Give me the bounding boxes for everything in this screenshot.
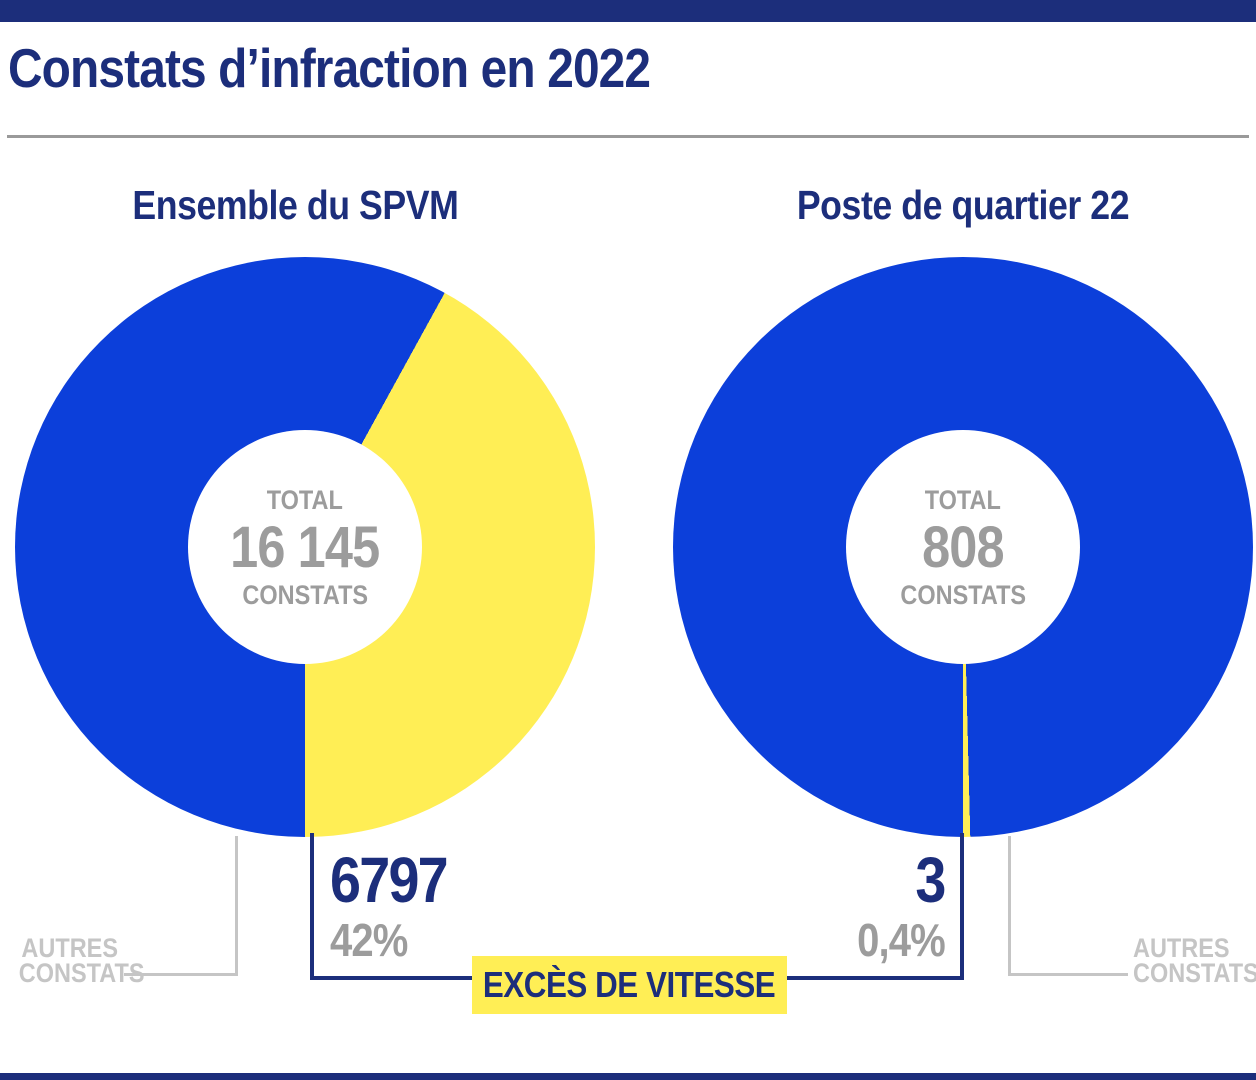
other-constats-label-right: AUTRES CONSTATS	[1133, 933, 1256, 988]
page-title-text: Constats d’infraction en 2022	[8, 37, 651, 99]
total-label: TOTAL	[919, 486, 1007, 514]
connector-speeding-right-vertical	[960, 833, 964, 980]
speeding-percent-spvm-text: 42%	[330, 914, 408, 966]
connector-speeding-right-horizontal	[786, 976, 964, 980]
other-constats-left-line1: AUTRES	[21, 933, 118, 963]
donut-center-pdq22: TOTAL 808 CONSTATS	[846, 430, 1080, 664]
total-unit-text: CONSTATS	[242, 579, 368, 610]
other-constats-left-line2: CONSTATS	[18, 958, 145, 988]
connector-speeding-left-horizontal	[310, 976, 473, 980]
page-title: Constats d’infraction en 2022	[8, 38, 746, 98]
donut-chart-pdq22: TOTAL 808 CONSTATS	[673, 257, 1253, 837]
total-label-text: TOTAL	[266, 484, 344, 515]
speeding-count-pdq22: 3	[705, 844, 947, 916]
chart-heading-pdq22: Poste de quartier 22	[713, 183, 1213, 227]
donut-center-spvm: TOTAL 16 145 CONSTATS	[188, 430, 422, 664]
other-constats-right-line1: AUTRES	[1133, 933, 1230, 963]
connector-other-left-vertical	[235, 836, 238, 976]
total-label-text: TOTAL	[924, 484, 1002, 515]
other-constats-label-left: AUTRES CONSTATS	[0, 933, 145, 987]
speeding-percent-spvm: 42%	[330, 916, 419, 964]
bottom-accent-bar	[0, 1073, 1256, 1080]
speeding-count-pdq22-text: 3	[915, 844, 947, 916]
total-value: 808	[916, 514, 1010, 580]
connector-speeding-left-vertical	[310, 833, 314, 980]
chart-heading-spvm: Ensemble du SPVM	[45, 183, 545, 227]
top-accent-bar	[0, 0, 1256, 22]
speeding-badge: EXCÈS DE VITESSE	[472, 956, 787, 1014]
other-constats-right-line2: CONSTATS	[1133, 958, 1256, 988]
total-value-text: 808	[922, 514, 1004, 580]
total-label: TOTAL	[261, 486, 349, 514]
speeding-percent-pdq22-text: 0,4%	[857, 914, 946, 966]
title-divider	[7, 135, 1249, 138]
total-value-text: 16 145	[230, 514, 380, 580]
total-unit: CONSTATS	[891, 581, 1036, 609]
total-unit: CONSTATS	[233, 581, 378, 609]
donut-chart-spvm: TOTAL 16 145 CONSTATS	[15, 257, 595, 837]
total-unit-text: CONSTATS	[900, 579, 1026, 610]
connector-other-right-vertical	[1008, 836, 1011, 976]
speeding-count-spvm-text: 6797	[330, 844, 449, 916]
connector-other-right-horizontal	[1008, 973, 1128, 976]
chart-heading-pdq22-text: Poste de quartier 22	[796, 182, 1130, 228]
speeding-percent-pdq22: 0,4%	[705, 914, 946, 966]
total-value: 16 145	[219, 514, 390, 580]
connector-other-left-horizontal	[124, 973, 238, 976]
speeding-badge-text: EXCÈS DE VITESSE	[483, 964, 776, 1005]
speeding-count-spvm: 6797	[330, 848, 464, 912]
chart-heading-spvm-text: Ensemble du SPVM	[131, 182, 459, 228]
